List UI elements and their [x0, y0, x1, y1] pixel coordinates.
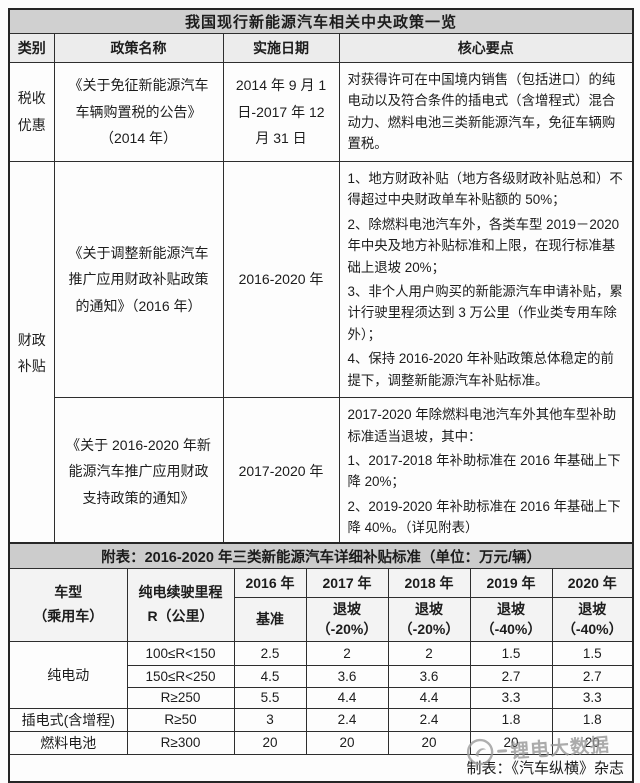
date-cell: 2017-2020 年 [222, 397, 340, 547]
value-cell: 2.7 [469, 664, 553, 688]
column-header-policy-name: 政策名称 [53, 33, 224, 63]
value-cell: 4.4 [305, 686, 389, 709]
key-point: 2、除燃料电池汽车外，各类车型 2019－2020 年中央及地方补贴标准和上限，… [347, 216, 620, 275]
key-point: 2017-2020 年除燃料电池汽车外其他车型补助标准适当退坡，其中： [347, 407, 617, 444]
subsidy-table: 附表：2016-2020 年三类新能源汽车详细补贴标准（单位：万元/辆） 车型 … [8, 542, 635, 783]
key-point: 4、保持 2016-2020 年补贴政策总体稳定的前提下，调整新能源汽车补贴标准… [347, 351, 614, 388]
value-cell: 20 [233, 730, 307, 755]
decline-pct: （-20%） [398, 621, 460, 638]
value-cell: 20 [469, 730, 553, 755]
policy-name-cell: 《关于免征新能源汽车车辆购置税的公告》（2014 年） [53, 62, 224, 162]
value-cell: 4.4 [387, 686, 471, 709]
column-header-year-2020: 2020 年 [551, 568, 634, 598]
value-cell: 2 [305, 640, 389, 666]
value-cell: 20 [305, 730, 389, 755]
policy-name-cell: 《关于调整新能源汽车推广应用财政补贴政策的通知》（2016 年） [53, 160, 224, 399]
range-cell: R≥250 [126, 686, 235, 709]
value-cell: 1.5 [551, 640, 634, 666]
range-cell: R≥300 [126, 730, 235, 755]
subheader-decline-2019: 退坡 （-40%） [469, 597, 553, 642]
value-cell: 2.4 [387, 707, 471, 732]
vehicle-header-line1: 车型 [54, 584, 83, 600]
value-cell: 3.6 [305, 664, 389, 688]
value-cell: 2.4 [305, 707, 389, 732]
table-row: 《关于 2016-2020 年新能源汽车推广应用财政支持政策的通知》 2017-… [9, 397, 634, 547]
date-cell: 2016-2020 年 [222, 160, 340, 399]
category-cell: 税收优惠 [8, 62, 55, 162]
column-header-year-2016: 2016 年 [233, 568, 307, 598]
vehicle-type-cell: 燃料电池 [8, 730, 128, 755]
column-header-year-2017: 2017 年 [305, 568, 389, 598]
column-header-category: 类别 [8, 33, 55, 63]
column-header-year-2018: 2018 年 [387, 568, 471, 598]
value-cell: 3.6 [387, 664, 471, 688]
policy-table-wrap: 我国现行新能源汽车相关中央政策一览 类别 政策名称 实施日期 核心要点 税收优惠… [8, 8, 635, 547]
value-cell: 1.8 [551, 707, 634, 732]
key-point: 2、2019-2020 年补助标准在 2016 年基础上下降 40%。（详见附表… [347, 498, 621, 536]
decline-label: 退坡 [333, 601, 361, 617]
subheader-decline-2017: 退坡 （-20%） [305, 597, 389, 642]
table-row: 燃料电池 R≥300 20 20 20 20 20 [8, 730, 634, 755]
decline-pct: （-40%） [480, 621, 542, 638]
key-point: 1、2017-2018 年补助标准在 2016 年基础上下降 20%； [347, 453, 621, 490]
value-cell: 5.5 [233, 686, 307, 709]
value-cell: 4.5 [233, 664, 307, 688]
decline-pct: （-40%） [561, 621, 623, 638]
value-cell: 2 [387, 640, 471, 666]
key-point: 1、地方财政补贴（地方各级财政补贴总和）不得超过中央财政单车补贴额的 50%； [347, 170, 623, 208]
value-cell: 3.3 [469, 686, 553, 709]
value-cell: 20 [387, 730, 471, 755]
column-header-vehicle-type: 车型 （乘用车） [8, 568, 128, 642]
value-cell: 20 [551, 730, 634, 755]
decline-label: 退坡 [415, 601, 443, 617]
key-points-cell: 2017-2020 年除燃料电池汽车外其他车型补助标准适当退坡，其中： 1、20… [338, 397, 634, 547]
decline-label: 退坡 [497, 601, 525, 617]
table-row: 纯电动 100≤R<150 2.5 2 2 1.5 1.5 [8, 640, 634, 709]
table-row: 税收优惠 《关于免征新能源汽车车辆购置税的公告》（2014 年） 2014 年 … [8, 62, 634, 162]
decline-pct: （-20%） [316, 621, 378, 638]
policy-name-cell: 《关于 2016-2020 年新能源汽车推广应用财政支持政策的通知》 [53, 397, 224, 547]
value-cell: 1.5 [469, 640, 553, 666]
subheader-decline-2020: 退坡 （-40%） [551, 597, 634, 642]
column-header-key-points: 核心要点 [338, 33, 634, 63]
table-row: 财政补贴 《关于调整新能源汽车推广应用财政补贴政策的通知》（2016 年） 20… [8, 160, 634, 547]
decline-label: 退坡 [578, 601, 607, 617]
value-cell: 2.5 [233, 640, 307, 666]
range-cell: R≥50 [126, 707, 235, 732]
subsidy-table-wrap: 附表：2016-2020 年三类新能源汽车详细补贴标准（单位：万元/辆） 车型 … [8, 542, 635, 783]
column-header-year-2019: 2019 年 [469, 568, 553, 598]
key-points-cell: 1、地方财政补贴（地方各级财政补贴总和）不得超过中央财政单车补贴额的 50%； … [338, 160, 634, 399]
value-cell: 3.3 [551, 686, 634, 709]
key-points-cell: 对获得许可在中国境内销售（包括进口）的纯电动以及符合条件的插电式（含增程式）混合… [338, 62, 634, 162]
range-cell: 150≤R<250 [126, 664, 235, 688]
column-header-date: 实施日期 [222, 33, 340, 63]
value-cell: 1.8 [469, 707, 553, 732]
value-cell: 2.7 [551, 664, 634, 688]
vehicle-type-cell: 纯电动 [8, 640, 128, 709]
category-cell: 财政补贴 [8, 160, 55, 547]
policy-table: 我国现行新能源汽车相关中央政策一览 类别 政策名称 实施日期 核心要点 税收优惠… [8, 8, 635, 547]
table-row: 插电式(含增程) R≥50 3 2.4 2.4 1.8 1.8 [8, 707, 634, 732]
value-cell: 3 [233, 707, 307, 732]
table-row: 150≤R<250 4.5 3.6 3.6 2.7 2.7 [9, 664, 634, 688]
date-cell: 2014 年 9 月 1 日-2017 年 12 月 31 日 [222, 62, 340, 162]
key-point: 3、非个人用户购买的新能源汽车申请补贴，累计行驶里程须达到 3 万公里（作业类专… [347, 283, 623, 342]
table-source-footer: 制表：《汽车纵横》杂志 [8, 753, 634, 783]
key-point: 对获得许可在中国境内销售（包括进口）的纯电动以及符合条件的插电式（含增程式）混合… [347, 72, 616, 152]
subsidy-table-title: 附表：2016-2020 年三类新能源汽车详细补贴标准（单位：万元/辆） [8, 542, 634, 569]
subheader-decline-2018: 退坡 （-20%） [387, 597, 471, 642]
range-cell: 100≤R<150 [126, 640, 235, 666]
vehicle-type-cell: 插电式(含增程) [8, 707, 128, 732]
policy-table-title: 我国现行新能源汽车相关中央政策一览 [8, 8, 634, 34]
vehicle-header-line2: （乘用车） [33, 607, 104, 624]
subheader-base: 基准 [233, 597, 307, 642]
column-header-range: 纯电续驶里程 R（公里） [126, 568, 235, 642]
